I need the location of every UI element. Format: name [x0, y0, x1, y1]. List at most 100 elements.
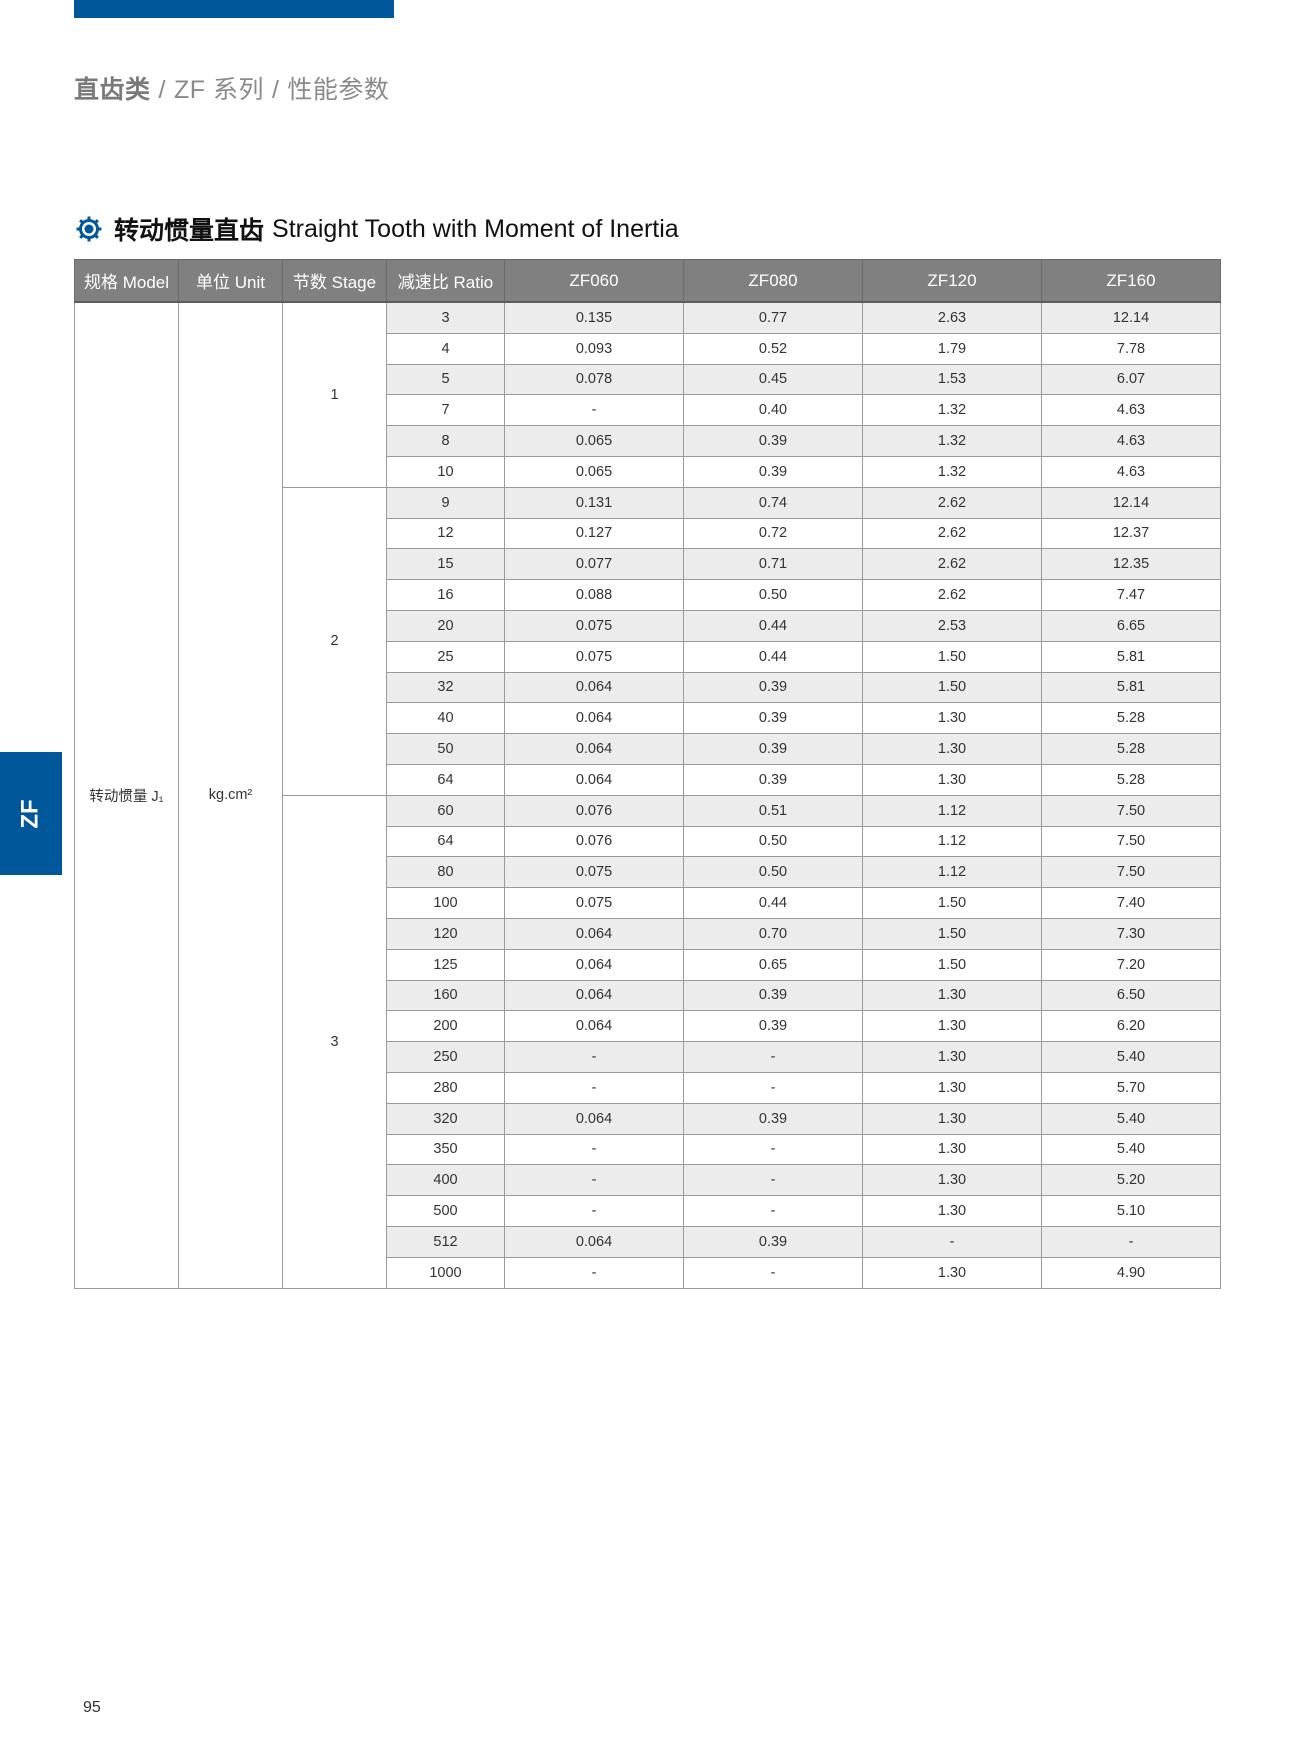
- ratio-cell: 350: [386, 1133, 505, 1166]
- header-model: 规格 Model: [74, 259, 179, 303]
- zf080-cell: 0.77: [683, 301, 863, 334]
- zf060-cell: 0.127: [504, 517, 684, 550]
- ratio-cell: 16: [386, 579, 505, 611]
- breadcrumb-separator: /: [271, 76, 280, 104]
- zf160-cell: 4.90: [1041, 1256, 1221, 1289]
- table-row: 350- -1.30 5.40: [75, 1133, 1221, 1166]
- ratio-cell: 7: [386, 394, 505, 427]
- zf080-cell: 0.39: [683, 425, 863, 457]
- zf120-cell: 1.50: [862, 917, 1042, 950]
- zf160-cell: 5.20: [1041, 1164, 1221, 1197]
- zf060-cell: -: [504, 1133, 684, 1166]
- breadcrumb: 直齿类 / ZF 系列 / 性能参数: [74, 70, 389, 106]
- zf120-cell: 1.79: [862, 332, 1042, 365]
- section-title-cn: 转动惯量直齿: [114, 217, 265, 245]
- ratio-cell: 3: [386, 301, 505, 334]
- ratio-cell: 9: [386, 486, 505, 519]
- zf120-cell: 1.50: [862, 948, 1042, 981]
- zf160-cell: 5.40: [1041, 1041, 1221, 1073]
- ratio-cell: 64: [386, 825, 505, 858]
- zf080-cell: 0.39: [683, 979, 863, 1012]
- ratio-cell: 5: [386, 363, 505, 396]
- ratio-cell: 32: [386, 671, 505, 704]
- zf080-cell: 0.71: [683, 548, 863, 581]
- table-row: 50 0.064 0.39 1.30 5.28: [75, 733, 1221, 765]
- zf160-cell: 5.28: [1041, 702, 1221, 735]
- table-row: 512 0.064 0.39- -: [75, 1225, 1221, 1258]
- table-row: 64 0.076 0.50 1.12 7.50: [75, 825, 1221, 858]
- zf060-cell: -: [504, 1041, 684, 1073]
- breadcrumb-category: 直齿类: [74, 76, 151, 104]
- zf160-cell: 5.70: [1041, 1071, 1221, 1104]
- zf160-cell: 7.20: [1041, 948, 1221, 981]
- header-zf120: ZF120: [862, 259, 1042, 303]
- zf060-cell: 0.064: [504, 1225, 684, 1258]
- zf120-cell: 1.50: [862, 671, 1042, 704]
- stage-cell: 3: [282, 794, 387, 1289]
- table-row: 80 0.075 0.50 1.12 7.50: [75, 856, 1221, 889]
- zf120-cell: 2.53: [862, 609, 1042, 642]
- zf060-cell: 0.076: [504, 825, 684, 858]
- ratio-cell: 280: [386, 1071, 505, 1104]
- header-unit: 单位 Unit: [178, 259, 283, 303]
- zf160-cell: 5.81: [1041, 640, 1221, 673]
- zf060-cell: 0.064: [504, 702, 684, 735]
- zf160-cell: 4.63: [1041, 455, 1221, 488]
- zf160-cell: 7.30: [1041, 917, 1221, 950]
- zf060-cell: -: [504, 394, 684, 427]
- zf160-cell: 6.20: [1041, 1010, 1221, 1043]
- section-title: 转动惯量直齿 Straight Tooth with Moment of Ine…: [76, 211, 679, 247]
- unit-cell: kg.cm²: [178, 301, 283, 1289]
- zf160-cell: 7.78: [1041, 332, 1221, 365]
- zf120-cell: 2.62: [862, 517, 1042, 550]
- table-row: 125 0.064 0.65 1.50 7.20: [75, 948, 1221, 981]
- header-zf060: ZF060: [504, 259, 684, 303]
- table-row: 8 0.065 0.39 1.32 4.63: [75, 425, 1221, 457]
- header-zf160: ZF160: [1041, 259, 1221, 303]
- zf120-cell: 1.30: [862, 1102, 1042, 1135]
- ratio-cell: 100: [386, 887, 505, 919]
- zf160-cell: 7.50: [1041, 794, 1221, 827]
- ratio-cell: 250: [386, 1041, 505, 1073]
- zf160-cell: 4.63: [1041, 425, 1221, 457]
- zf160-cell: 7.50: [1041, 825, 1221, 858]
- zf160-cell: 12.35: [1041, 548, 1221, 581]
- zf080-cell: -: [683, 1195, 863, 1227]
- table-row: 3 60 0.076 0.51 1.12 7.50: [75, 794, 1221, 1289]
- header-stage: 节数 Stage: [282, 259, 387, 303]
- zf060-cell: 0.088: [504, 579, 684, 611]
- stage-cell: 2: [282, 486, 387, 796]
- table-row: 10 0.065 0.39 1.32 4.63: [75, 455, 1221, 488]
- zf120-cell: 2.62: [862, 548, 1042, 581]
- zf060-cell: 0.075: [504, 887, 684, 919]
- ratio-cell: 60: [386, 794, 505, 827]
- zf080-cell: 0.39: [683, 1225, 863, 1258]
- table-row: 7-0.40 1.32 4.63: [75, 394, 1221, 427]
- table-header-row: 规格 Model 单位 Unit 节数 Stage 减速比 Ratio ZF06…: [74, 259, 1221, 303]
- zf120-cell: 1.30: [862, 1256, 1042, 1289]
- ratio-cell: 25: [386, 640, 505, 673]
- table-row: 20 0.075 0.44 2.53 6.65: [75, 609, 1221, 642]
- table-row: 25 0.075 0.44 1.50 5.81: [75, 640, 1221, 673]
- zf080-cell: 0.50: [683, 856, 863, 889]
- zf080-cell: -: [683, 1133, 863, 1166]
- table-row: 16 0.088 0.50 2.62 7.47: [75, 579, 1221, 611]
- zf120-cell: 1.30: [862, 1071, 1042, 1104]
- section-title-en: Straight Tooth with Moment of Inertia: [272, 214, 679, 243]
- ratio-cell: 320: [386, 1102, 505, 1135]
- ratio-cell: 400: [386, 1164, 505, 1197]
- zf080-cell: 0.44: [683, 609, 863, 642]
- zf160-cell: 12.37: [1041, 517, 1221, 550]
- zf120-cell: 1.32: [862, 425, 1042, 457]
- table-row: 32 0.064 0.39 1.50 5.81: [75, 671, 1221, 704]
- zf120-cell: 1.30: [862, 979, 1042, 1012]
- table-row: 转动惯量 J₁ kg.cm² 1 3 0.135 0.77 2.63 12.14: [74, 301, 1221, 1289]
- inertia-table: 规格 Model 单位 Unit 节数 Stage 减速比 Ratio ZF06…: [74, 259, 1221, 1289]
- table-row: 200 0.064 0.39 1.30 6.20: [75, 1010, 1221, 1043]
- zf120-cell: 1.30: [862, 733, 1042, 765]
- zf060-cell: 0.064: [504, 948, 684, 981]
- table-row: 250- -1.30 5.40: [75, 1041, 1221, 1073]
- ratio-cell: 500: [386, 1195, 505, 1227]
- zf160-cell: 6.65: [1041, 609, 1221, 642]
- zf060-cell: 0.064: [504, 763, 684, 796]
